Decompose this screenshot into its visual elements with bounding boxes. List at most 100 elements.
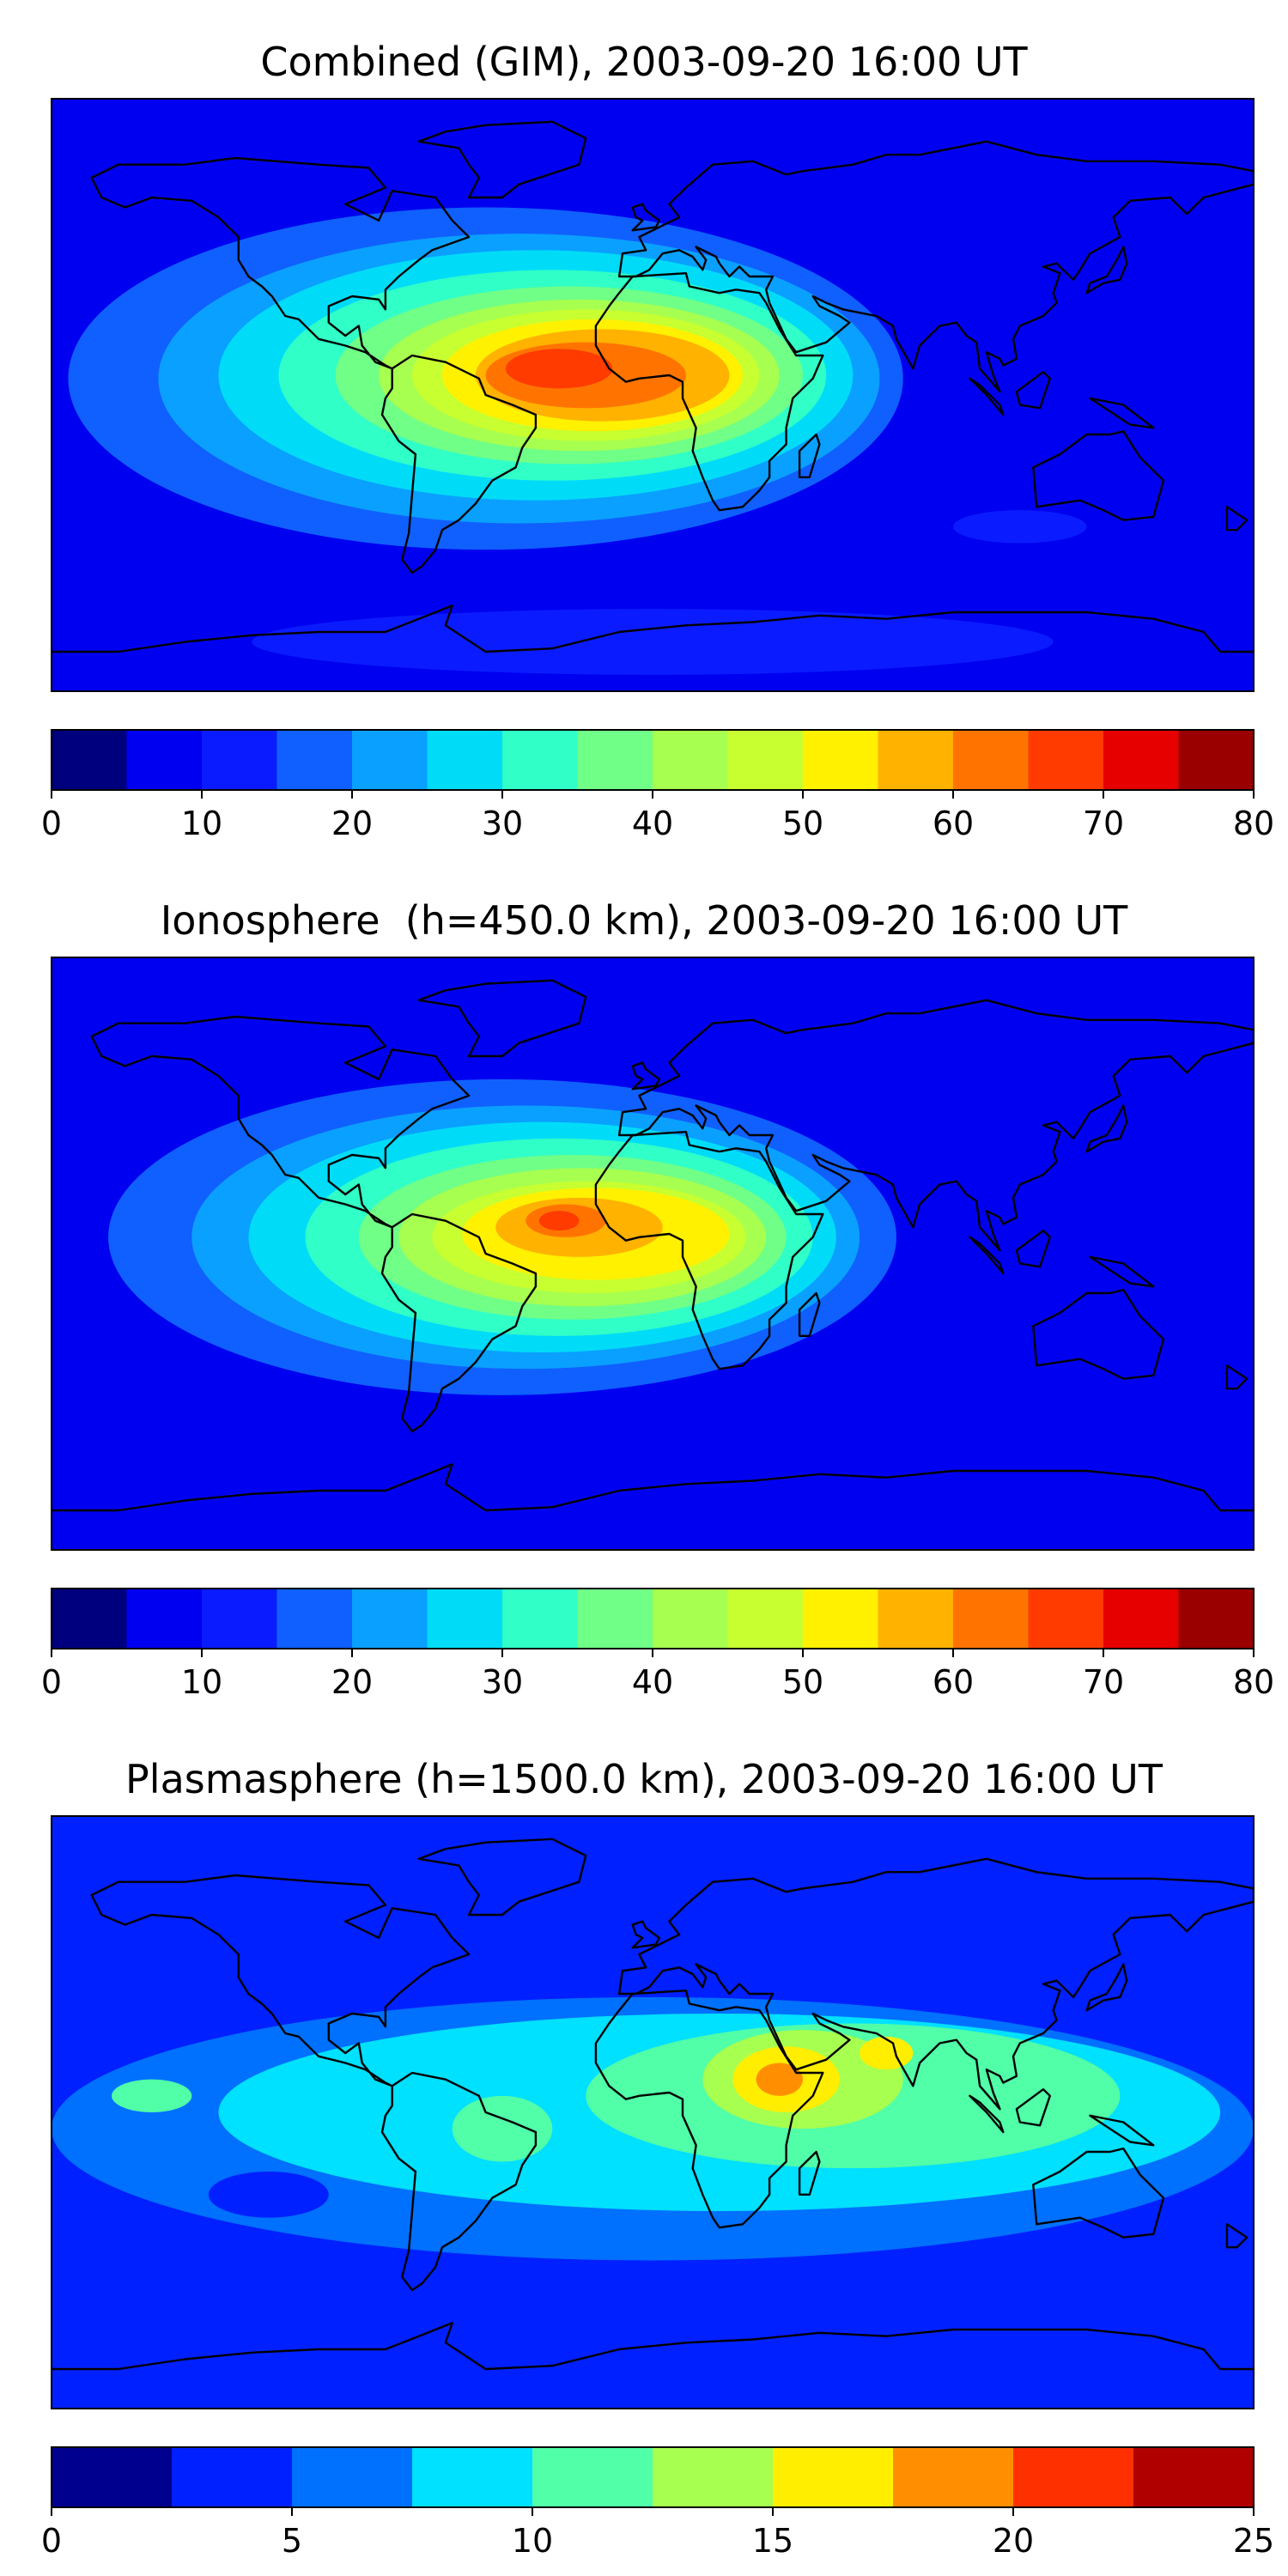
- coastline-uk: [631, 1061, 660, 1091]
- colorbar-band: [202, 730, 277, 790]
- coastline-new-guinea: [1089, 397, 1155, 429]
- coastline-australia: [1032, 1289, 1165, 1380]
- coastline-new-guinea: [1089, 2114, 1155, 2147]
- colorbar-band: [1103, 1589, 1179, 1649]
- coastline-greenland: [417, 1838, 587, 1917]
- colorbar-tick-label: 10: [181, 1663, 222, 1701]
- chart-title: Plasmasphere (h=1500.0 km), 2003-09-20 1…: [125, 1756, 1163, 1802]
- colorbar-tick-label: 20: [331, 1663, 373, 1701]
- colorbar-tick-label: 20: [331, 805, 373, 842]
- colorbar-band: [1133, 2447, 1255, 2507]
- coastline-indonesia: [969, 2094, 1005, 2134]
- coastline-eurasia: [617, 1857, 1254, 2111]
- colorbar-band: [803, 1589, 878, 1649]
- coastline-south-america: [380, 354, 538, 574]
- coastline-borneo: [1015, 1230, 1051, 1268]
- colorbar-band: [727, 730, 804, 790]
- colorbar-tick-label: 40: [632, 1663, 673, 1701]
- coastline-borneo: [1015, 371, 1051, 410]
- colorbar-band: [727, 1589, 804, 1649]
- coastline-greenland: [417, 979, 587, 1058]
- colorbar-band: [653, 730, 728, 790]
- coastline-uk: [631, 203, 660, 232]
- colorbar-band: [878, 1589, 954, 1649]
- colorbar-band: [172, 2447, 293, 2507]
- contour-region: [505, 349, 613, 389]
- contour-region: [52, 1816, 1254, 1932]
- colorbar-band: [52, 730, 127, 790]
- colorbar-tick-label: 30: [482, 1663, 523, 1701]
- coastline-new-zealand: [1225, 1364, 1249, 1390]
- coastline-north-america: [90, 1015, 471, 1229]
- colorbar-band: [1178, 1589, 1255, 1649]
- coastline-eurasia: [617, 999, 1254, 1252]
- colorbar-band: [1013, 2447, 1134, 2507]
- map-frame: [51, 98, 1255, 692]
- colorbar-tick-label: 15: [752, 2522, 793, 2560]
- coastline-south-america: [380, 2071, 538, 2292]
- map-frame: [51, 957, 1255, 1551]
- colorbar-tick-label: 50: [782, 805, 823, 842]
- colorbar-tick-label: 0: [41, 1663, 62, 1701]
- colorbar-band: [52, 1589, 127, 1649]
- colorbar-tick-label: 70: [1083, 805, 1124, 842]
- coastline-africa: [594, 272, 824, 512]
- coastline-antarctica: [52, 605, 1254, 653]
- coastline-africa: [594, 1131, 824, 1370]
- colorbar-band: [1028, 1589, 1104, 1649]
- coastline-new-guinea: [1089, 1255, 1155, 1288]
- colorbar-band: [412, 2447, 533, 2507]
- contour-layer: [52, 1816, 1254, 2261]
- coastline-africa: [594, 1990, 824, 2229]
- coastline-north-america: [90, 1874, 471, 2087]
- heatmap-combined: 0 10 20 30 40 50 60 70 80: [41, 98, 1274, 842]
- coastline-madagascar: [798, 2150, 821, 2196]
- colorbar-tick-label: 80: [1233, 1663, 1274, 1701]
- coastline-indonesia: [969, 377, 1005, 416]
- heatmap-ionosphere: 0 10 20 30 40 50 60 70 80: [41, 957, 1274, 1701]
- colorbar-tick-label: 25: [1233, 2522, 1274, 2560]
- colorbar-band: [202, 1589, 277, 1649]
- coastlines: [52, 120, 1254, 653]
- colorbar-tick-label: 20: [993, 2522, 1034, 2560]
- contour-region: [756, 2063, 803, 2096]
- coastline-antarctica: [52, 2322, 1254, 2371]
- colorbar-tick-label: 5: [282, 2522, 302, 2560]
- colorbar-band: [126, 730, 203, 790]
- coastline-eurasia: [617, 140, 1254, 393]
- colorbar-band: [803, 730, 878, 790]
- colorbar-tick-label: 0: [41, 805, 62, 842]
- colorbar-tick-label: 60: [933, 1663, 974, 1701]
- colorbar-band: [52, 2447, 173, 2507]
- coastline-madagascar: [798, 1291, 821, 1337]
- colorbar-tick-label: 60: [933, 805, 974, 842]
- panel-plasmasphere: Plasmasphere (h=1500.0 km), 2003-09-20 1…: [0, 1717, 1288, 2576]
- colorbar-band: [878, 730, 954, 790]
- contour-layer: [108, 1078, 896, 1395]
- contour-region: [252, 609, 1054, 675]
- colorbar-tick-label: 80: [1233, 805, 1274, 842]
- heatmap-plasmasphere: 0 5 10 15 20 25: [41, 1815, 1274, 2560]
- colorbar-band: [292, 2447, 413, 2507]
- colorbar-band: [577, 1589, 653, 1649]
- coastline-japan: [1085, 1104, 1128, 1153]
- coastline-south-america: [380, 1212, 538, 1433]
- colorbar-tick-label: 10: [181, 805, 222, 842]
- coastline-borneo: [1015, 2088, 1051, 2127]
- coastline-australia: [1032, 2148, 1165, 2239]
- chart-title: Combined (GIM), 2003-09-20 16:00 UT: [260, 39, 1028, 85]
- colorbar-band: [276, 730, 353, 790]
- coastline-north-america: [90, 156, 471, 370]
- coastline-japan: [1085, 1963, 1128, 2012]
- colorbar-band: [126, 1589, 203, 1649]
- colorbar-tick-label: 30: [482, 805, 523, 842]
- contour-region: [112, 2079, 192, 2112]
- colorbar-band: [653, 2447, 774, 2507]
- coastlines: [52, 979, 1254, 1512]
- colorbar-band: [1178, 730, 1255, 790]
- coastline-japan: [1085, 246, 1128, 295]
- colorbar-tick-label: 40: [632, 805, 673, 842]
- coastline-madagascar: [798, 433, 821, 478]
- colorbar-band: [532, 2447, 653, 2507]
- colorbar-band: [773, 2447, 894, 2507]
